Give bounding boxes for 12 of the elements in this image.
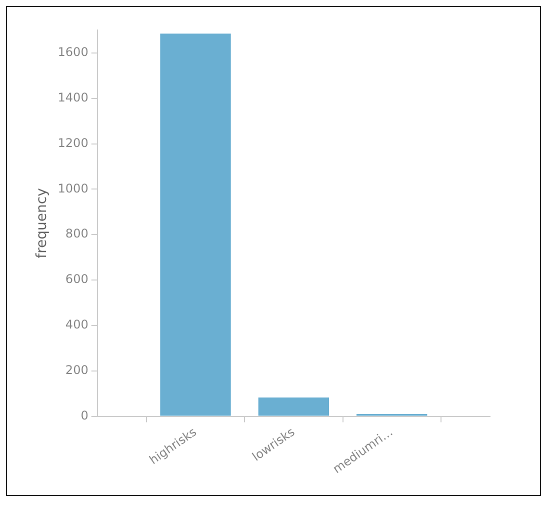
y-tick-label: 1000 [58,181,88,196]
y-tick-label: 1400 [58,90,88,104]
bar [258,397,330,416]
bar [160,34,231,416]
y-axis-title: frequency [34,188,50,258]
y-tick-label: 0 [80,408,88,422]
y-tick-label: 600 [65,272,88,286]
y-tick-label: 1600 [58,45,88,60]
y-tick-label: 800 [65,226,88,241]
y-tick-label: 200 [65,362,88,377]
y-tick-label: 1200 [58,136,88,150]
y-tick-label: 400 [65,318,88,332]
